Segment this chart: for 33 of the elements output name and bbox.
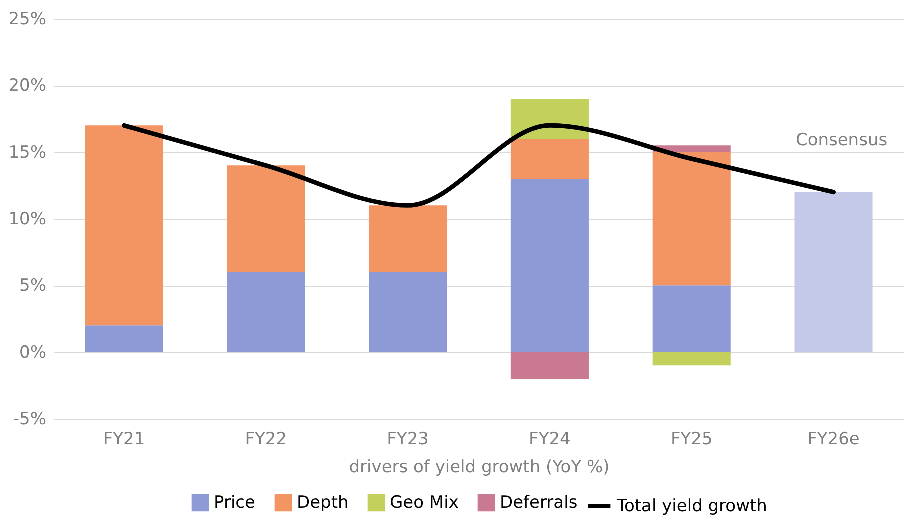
x-tick-label: FY22 [245, 430, 288, 450]
bar [510, 179, 589, 352]
bar [794, 192, 873, 352]
legend-label: Geo Mix [390, 492, 459, 513]
x-tick-label: FY21 [103, 430, 146, 450]
x-axis-title: drivers of yield growth (YoY %) [349, 458, 610, 478]
annotation: Consensus [796, 130, 888, 150]
x-tick-label: FY24 [529, 430, 571, 450]
y-tick-label: 0% [20, 342, 46, 363]
bar [652, 286, 731, 352]
bar [369, 206, 448, 272]
x-tick-label: FY23 [387, 430, 429, 450]
bar [369, 272, 448, 352]
y-tick-label: 10% [8, 210, 46, 230]
y-tick-label: 25% [8, 10, 46, 30]
bar [85, 126, 164, 326]
legend-label: Price [214, 492, 256, 513]
y-tick-label: 20% [8, 76, 46, 96]
legend-label: Depth [297, 492, 349, 513]
legend-label: Total yield growth [616, 496, 768, 516]
bar [652, 152, 731, 286]
bar [652, 352, 731, 366]
y-tick-label: 5% [20, 276, 46, 296]
legend-label: Deferrals [500, 492, 578, 513]
y-tick-label: -5% [13, 410, 46, 430]
bar [227, 166, 306, 272]
bar [510, 139, 589, 179]
bar [227, 272, 306, 352]
x-tick-label: FY26e [808, 430, 860, 450]
bar [85, 326, 164, 352]
x-tick-label: FY25 [670, 430, 713, 450]
bar [510, 352, 589, 379]
y-tick-label: 15% [8, 142, 46, 163]
